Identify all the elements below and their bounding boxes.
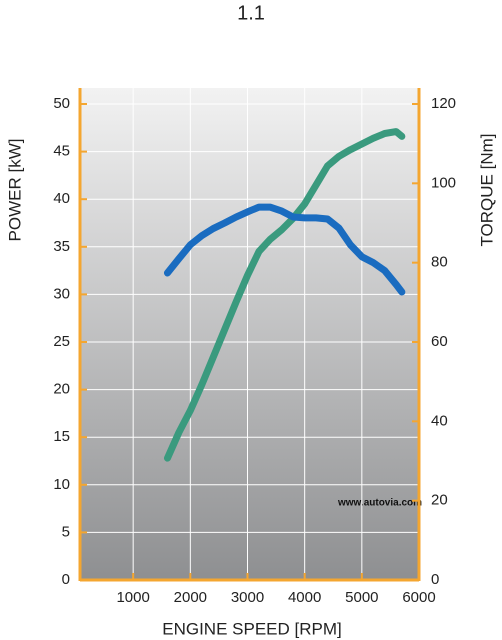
y-tick-label: 10 <box>53 476 70 493</box>
series-line <box>163 128 406 462</box>
chart-title: 1.1 <box>237 2 265 24</box>
y-tick-label: 0 <box>62 571 70 588</box>
x-tick-label: 3000 <box>231 589 264 606</box>
y2-tick-label: 100 <box>431 174 456 191</box>
y2-axis-label: TORQUE [Nm] <box>477 133 496 246</box>
x-tick-label: 4000 <box>288 589 321 606</box>
y-tick-label: 45 <box>53 143 70 160</box>
plot-area <box>80 88 419 580</box>
y2-tick-label: 40 <box>431 412 448 429</box>
x-axis-label: ENGINE SPEED [RPM] <box>162 619 341 638</box>
y-tick-label: 35 <box>53 238 70 255</box>
grid <box>80 88 420 581</box>
watermark: www.autovia.com <box>337 498 422 509</box>
y-tick-label: 40 <box>53 190 70 207</box>
x-tick-label: 1000 <box>116 589 149 606</box>
x-tick-label: 6000 <box>402 589 435 606</box>
x-tick-label: 2000 <box>174 589 207 606</box>
y2-tick-label: 60 <box>431 333 448 350</box>
x-tick-label: 5000 <box>345 589 378 606</box>
series-line <box>163 203 406 296</box>
y-tick-label: 25 <box>53 333 70 350</box>
y2-tick-label: 120 <box>431 95 456 112</box>
y-tick-label: 50 <box>53 95 70 112</box>
y-tick-label: 30 <box>53 285 70 302</box>
lines <box>163 128 406 462</box>
y-tick-label: 5 <box>62 523 70 540</box>
y-tick-label: 20 <box>53 381 70 398</box>
y2-tick-label: 80 <box>431 254 448 271</box>
y-tick-label: 15 <box>53 428 70 445</box>
y-axis-label: POWER [kW] <box>5 139 24 242</box>
y2-tick-label: 0 <box>431 571 439 588</box>
y2-tick-label: 20 <box>431 492 448 509</box>
